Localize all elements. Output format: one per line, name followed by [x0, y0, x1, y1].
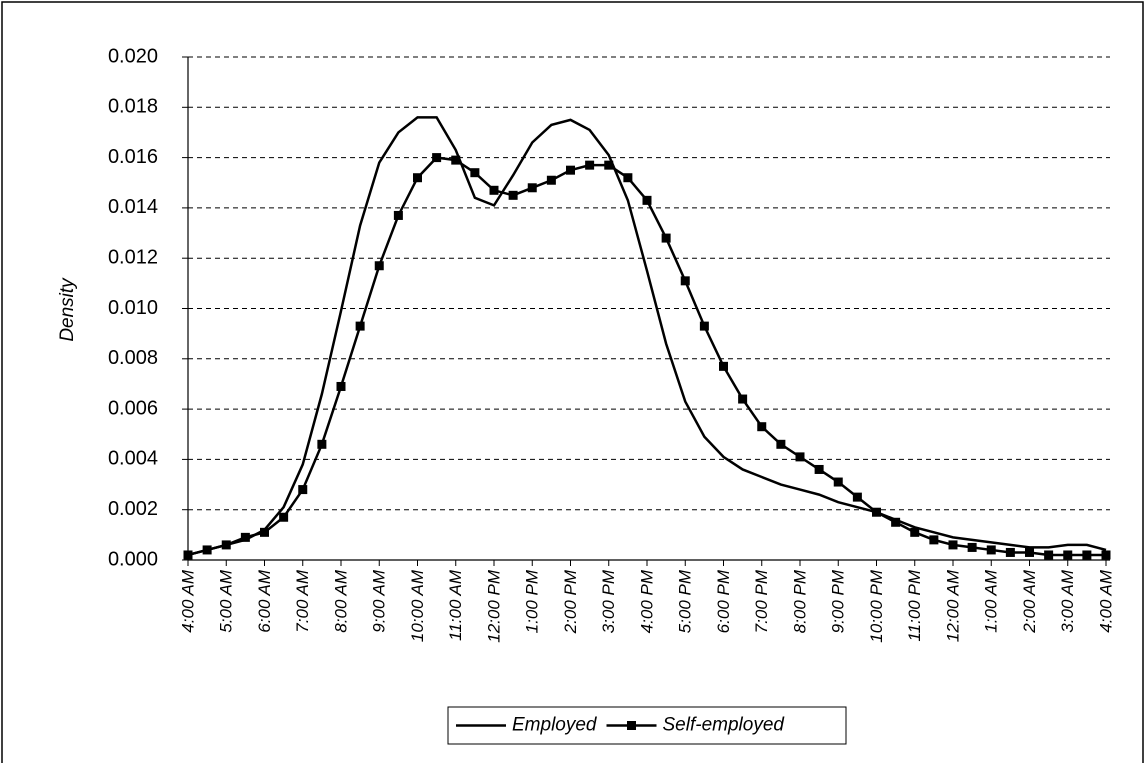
- y-tick-label: 0.020: [108, 45, 158, 67]
- y-tick-label: 0.012: [108, 246, 158, 268]
- x-tick-label: 12:00 PM: [484, 569, 503, 643]
- data-point: [508, 190, 518, 200]
- y-tick-label: 0.006: [108, 397, 158, 419]
- data-point: [910, 527, 920, 537]
- data-point: [1005, 547, 1015, 557]
- data-point: [260, 527, 269, 537]
- data-point: [661, 233, 671, 243]
- data-point: [432, 153, 442, 163]
- x-tick-label: 2:00 PM: [561, 569, 580, 634]
- data-point: [986, 545, 996, 555]
- y-tick-label: 0.000: [108, 548, 158, 570]
- x-tick-label: 3:00 AM: [1058, 569, 1077, 633]
- data-point: [1044, 550, 1054, 560]
- x-tick-label: 11:00 PM: [905, 569, 924, 641]
- x-tick-label: 8:00 PM: [790, 569, 809, 633]
- data-point: [891, 517, 901, 527]
- series-line: [187, 116, 1107, 557]
- x-tick-label: 10:00 PM: [867, 569, 886, 643]
- data-point: [642, 195, 652, 205]
- x-tick-label: 4:00 PM: [637, 569, 656, 633]
- x-tick-label: 5:00 PM: [676, 569, 695, 633]
- y-tick-label: 0.002: [108, 498, 158, 520]
- y-tick-label: 0.008: [108, 347, 158, 369]
- x-tick-label: 7:00 PM: [752, 569, 771, 633]
- data-point: [221, 540, 231, 550]
- data-point: [489, 185, 499, 195]
- x-tick-label: 9:00 AM: [370, 569, 389, 633]
- data-point: [680, 276, 690, 286]
- data-point: [738, 394, 748, 404]
- x-tick-label: 5:00 AM: [217, 569, 236, 633]
- y-tick-label: 0.016: [108, 146, 158, 168]
- y-tick-label: 0.014: [108, 196, 158, 218]
- x-tick-label: 6:00 PM: [714, 569, 733, 633]
- data-point: [1025, 547, 1034, 557]
- data-point: [1082, 550, 1092, 560]
- legend: Employed Self-employed: [447, 706, 847, 745]
- x-tick-label: 2:00 AM: [1020, 569, 1039, 634]
- data-point: [623, 173, 633, 183]
- data-point: [279, 512, 289, 522]
- data-point: [699, 321, 709, 331]
- y-tick-label: 0.004: [108, 448, 158, 470]
- x-tick-label: 10:00 AM: [408, 569, 427, 642]
- x-tick-label: 7:00 AM: [293, 569, 312, 633]
- data-point: [413, 173, 422, 183]
- y-tick-label: 0.018: [108, 96, 158, 118]
- x-tick-label: 1:00 AM: [982, 569, 1001, 633]
- data-point: [814, 464, 824, 474]
- data-point: [546, 175, 556, 185]
- data-point: [872, 507, 881, 517]
- data-point: [929, 535, 939, 545]
- data-point: [604, 160, 614, 170]
- data-point: [776, 439, 786, 449]
- x-tick-label: 9:00 PM: [829, 569, 848, 633]
- data-point: [566, 165, 575, 175]
- x-tick-label: 11:00 AM: [446, 569, 465, 641]
- data-point: [948, 540, 958, 550]
- data-point: [317, 439, 327, 449]
- data-point: [393, 210, 403, 220]
- data-point: [374, 261, 384, 271]
- x-tick-label: 3:00 PM: [599, 569, 618, 633]
- legend-marker: [627, 721, 636, 730]
- data-point: [757, 422, 767, 432]
- x-tick-label: 4:00 AM: [178, 569, 197, 633]
- data-point: [355, 321, 365, 331]
- data-point: [298, 485, 308, 495]
- y-axis-label: Density: [57, 277, 78, 342]
- data-point: [527, 183, 537, 193]
- data-point: [852, 492, 862, 502]
- x-tick-label: 12:00 AM: [943, 569, 962, 642]
- series-line: [187, 156, 1106, 557]
- data-point: [585, 160, 595, 170]
- data-point: [1101, 550, 1111, 560]
- data-point: [202, 545, 212, 555]
- data-point: [1063, 550, 1073, 560]
- data-point: [719, 361, 728, 371]
- data-point: [451, 155, 461, 165]
- x-tick-label: 4:00 AM: [1096, 569, 1115, 633]
- data-point: [833, 477, 843, 487]
- data-point: [967, 542, 977, 552]
- data-point: [240, 532, 250, 542]
- legend-label: Self-employed: [663, 715, 786, 736]
- x-tick-label: 1:00 PM: [523, 569, 542, 633]
- data-point: [470, 168, 480, 178]
- x-tick-label: 8:00 AM: [331, 569, 350, 633]
- legend-label: Employed: [512, 715, 598, 736]
- data-point: [183, 550, 193, 560]
- y-tick-label: 0.010: [108, 297, 158, 319]
- data-point: [795, 452, 805, 462]
- data-point: [336, 381, 346, 391]
- x-tick-label: 6:00 AM: [255, 569, 274, 633]
